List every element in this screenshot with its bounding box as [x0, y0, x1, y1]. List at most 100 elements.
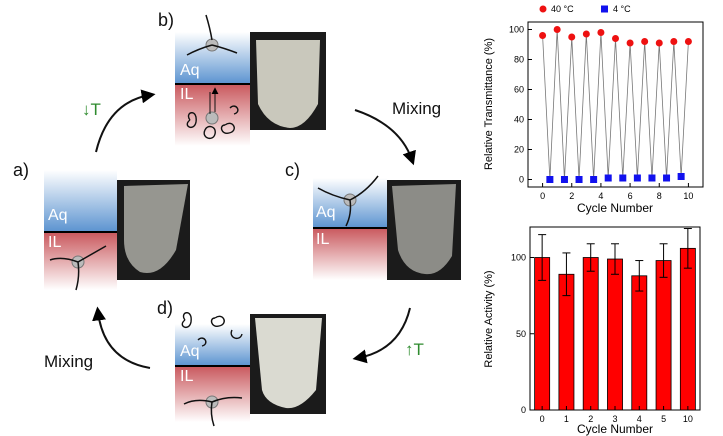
y-tick-label: 100: [509, 25, 524, 35]
vial-image: [256, 40, 320, 128]
legend-label-40c: 40 °C: [551, 4, 574, 14]
x-tick-label: 0: [540, 191, 545, 201]
point-4c: [575, 176, 583, 183]
point-40c: [568, 33, 576, 41]
aq-label-c: Aq: [316, 204, 336, 221]
x-axis-label: Cycle Number: [577, 201, 653, 215]
point-40c: [553, 26, 561, 33]
il-label-b: IL: [180, 86, 194, 103]
point-40c: [670, 38, 678, 45]
polymer-chains: [183, 396, 243, 427]
cycle-arrow-a-to-b: [95, 89, 156, 153]
point-40c: [597, 29, 605, 36]
aq-label-a: Aq: [48, 207, 68, 224]
connecting-line: [542, 29, 689, 180]
polymer-chains: [186, 14, 238, 56]
equilibrium-arrows: [209, 90, 215, 114]
collapsed-polymer-coils: [181, 312, 243, 347]
transmittance-chart: 0 20 40 60 80 100 0 2 4 6 8 10 40 °C 4 °C Cycle Nu…: [483, 4, 704, 215]
mixing-label-bottom: Mixing: [44, 352, 94, 371]
il-label-a: IL: [48, 234, 62, 251]
cool-step-label: ↓T: [82, 100, 101, 119]
bar: [607, 258, 623, 411]
il-phase: [313, 228, 387, 280]
mixing-label-top: Mixing: [392, 99, 442, 118]
y-tick-label: 100: [511, 253, 526, 263]
x-tick-label: 2: [569, 191, 574, 201]
polymer-chains: [317, 175, 379, 227]
y-tick-label: 40: [514, 115, 524, 125]
cycle-arrow-d-to-a: [92, 306, 151, 369]
bar: [631, 275, 648, 411]
activity-chart: 0 50 100 0 1 2 3 4 5 10 Cycle Number Relative Ac…: [483, 226, 701, 436]
x-tick-label: 10: [683, 414, 693, 424]
point-4c: [619, 174, 627, 182]
y-tick-label: 0: [519, 175, 524, 185]
x-tick-label: 5: [661, 414, 666, 424]
heat-step-label: ↑T: [405, 340, 424, 359]
panel-a: [44, 170, 117, 291]
point-40c: [626, 39, 634, 47]
point-4c: [604, 174, 612, 182]
aq-label-d: Aq: [180, 343, 200, 360]
point-40c: [684, 38, 692, 45]
point-4c: [560, 176, 568, 183]
il-label-c: IL: [316, 231, 330, 248]
legend-marker-4c: [601, 5, 608, 13]
point-40c: [655, 39, 663, 47]
x-tick-label: 3: [612, 414, 617, 424]
panel-d: [175, 312, 250, 427]
point-4c: [648, 174, 656, 182]
y-axis-label: Relative Transmittance (%): [483, 38, 495, 170]
point-40c: [612, 35, 619, 42]
y-axis-label: Relative Activity (%): [483, 270, 495, 367]
vial-image: [124, 184, 188, 274]
aq-label-b: Aq: [180, 62, 200, 79]
x-tick-label: 10: [683, 191, 693, 201]
point-4c: [677, 173, 685, 180]
y-tick-label: 50: [516, 329, 526, 339]
il-label-d: IL: [180, 368, 194, 385]
aq-phase: [175, 324, 250, 366]
panel-letter-c: c): [285, 160, 300, 180]
collapsed-polymer-coils: [186, 105, 239, 140]
panel-b: [175, 14, 250, 146]
phase-cycle-diagram: [44, 14, 461, 427]
x-tick-label: 6: [628, 191, 633, 201]
panel-letter-d: d): [157, 298, 174, 318]
x-tick-label: 4: [598, 191, 603, 201]
vial-image: [392, 184, 456, 275]
il-phase: [175, 366, 250, 422]
panel-c: [313, 175, 387, 280]
bar: [582, 257, 599, 411]
x-tick-label: 2: [588, 414, 593, 424]
point-4c: [590, 176, 598, 183]
legend-label-4c: 4 °C: [613, 4, 631, 14]
vial-image: [255, 318, 322, 409]
point-40c: [641, 38, 649, 45]
plot-frame: [527, 21, 704, 188]
point-4c: [633, 174, 641, 182]
y-tick-label: 0: [521, 405, 526, 415]
legend-marker-40c: [539, 5, 547, 13]
y-tick-label: 60: [514, 85, 524, 95]
point-40c: [582, 30, 590, 38]
point-4c: [546, 176, 554, 183]
panel-letter-a: a): [13, 160, 30, 180]
enzyme-conjugate: [205, 111, 219, 125]
bar: [655, 260, 672, 411]
aq-phase: [44, 170, 117, 232]
x-axis-label: Cycle Number: [577, 422, 653, 436]
x-tick-label: 0: [540, 414, 545, 424]
polymer-chains: [49, 245, 107, 291]
cycle-arrow-b-to-c: [354, 109, 416, 166]
bar: [679, 247, 696, 411]
cycle-arrow-c-to-d: [352, 307, 411, 364]
point-40c: [539, 32, 547, 39]
y-tick-label: 20: [514, 145, 524, 155]
x-tick-label: 1: [564, 414, 569, 424]
y-tick-label: 80: [514, 55, 524, 65]
x-tick-label: 4: [637, 414, 642, 424]
x-tick-label: 8: [657, 191, 662, 201]
point-4c: [663, 174, 671, 182]
